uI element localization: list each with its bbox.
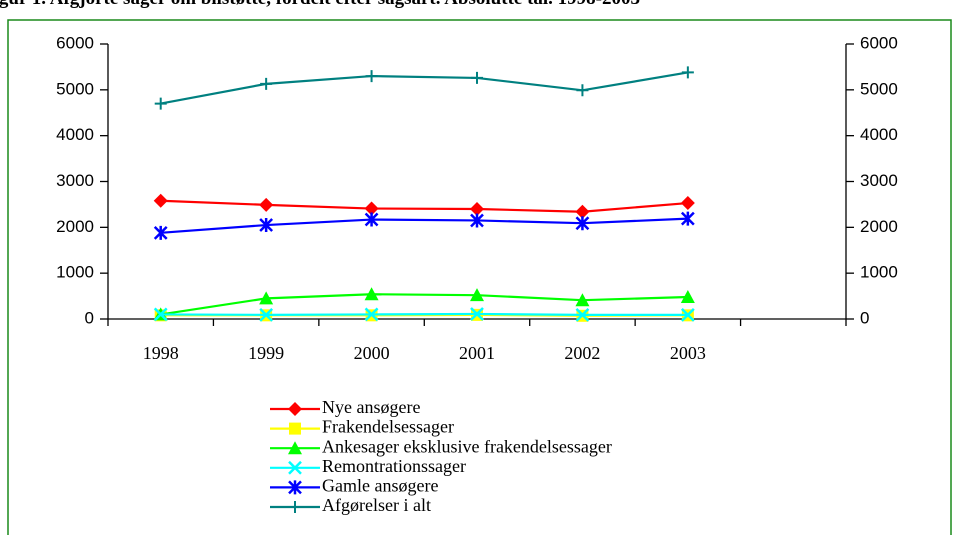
series-line xyxy=(160,293,688,316)
y2-tick-label: 4000 xyxy=(860,125,898,144)
data-point xyxy=(680,307,695,322)
y-tick-label: 2000 xyxy=(56,217,94,236)
data-point xyxy=(681,66,694,79)
data-point xyxy=(364,201,379,216)
chart-title: Figur 1. Afgjorte sager om bilstøtte, fo… xyxy=(0,0,640,9)
data-point xyxy=(575,293,590,307)
y2-tick-label: 3000 xyxy=(860,171,898,190)
y2-tick-label: 2000 xyxy=(860,217,898,236)
x-tick-label: 1998 xyxy=(143,343,179,363)
x-tick-label: 2001 xyxy=(459,343,495,363)
series-line xyxy=(160,217,688,234)
data-point xyxy=(576,84,589,97)
data-point xyxy=(575,216,590,231)
y-tick-label: 5000 xyxy=(56,79,94,98)
data-point xyxy=(470,202,484,216)
legend-label: Frakendelsessager xyxy=(322,417,454,437)
data-point xyxy=(153,307,168,322)
x-tick-label: 1999 xyxy=(248,343,284,363)
legend-marker xyxy=(288,480,302,495)
data-point xyxy=(364,307,379,322)
legend-marker xyxy=(288,402,302,416)
data-point xyxy=(680,196,695,211)
data-point xyxy=(470,288,484,302)
data-point xyxy=(680,211,695,226)
y2-tick-label: 5000 xyxy=(860,79,898,98)
data-point xyxy=(260,77,273,90)
frame xyxy=(7,19,952,535)
legend-label: Ankesager eksklusive frakendelsessager xyxy=(322,436,612,456)
legend-label: Gamle ansøgere xyxy=(322,476,438,496)
series-line xyxy=(160,199,688,213)
data-point xyxy=(575,307,590,322)
data-point xyxy=(154,97,167,110)
legend-marker xyxy=(289,501,301,513)
legend-marker xyxy=(289,422,301,435)
data-point xyxy=(259,218,274,233)
legend-marker xyxy=(288,441,302,455)
data-point xyxy=(364,212,379,227)
series-line xyxy=(160,71,689,105)
x-tick-label: 2003 xyxy=(670,343,706,363)
data-point xyxy=(680,290,695,303)
y-tick-label: 6000 xyxy=(56,33,94,52)
y-tick-label: 1000 xyxy=(56,263,94,282)
series-line xyxy=(160,312,688,316)
data-point xyxy=(153,193,168,208)
data-point xyxy=(575,204,590,219)
y-tick-label: 3000 xyxy=(56,171,94,190)
data-point xyxy=(470,213,484,228)
data-point xyxy=(259,307,274,322)
legend-marker xyxy=(288,460,302,475)
y2-tick-label: 6000 xyxy=(860,33,898,52)
y2-tick-label: 1000 xyxy=(860,263,898,282)
y2-tick-label: 0 xyxy=(860,308,869,327)
data-point xyxy=(259,291,274,305)
legend-label: Afgørelser i alt xyxy=(322,495,431,515)
data-point xyxy=(153,225,168,240)
legend-label: Nye ansøgere xyxy=(322,397,420,417)
data-point xyxy=(259,197,274,212)
y-tick-label: 4000 xyxy=(56,125,94,144)
data-point xyxy=(365,70,378,83)
data-point xyxy=(470,307,484,321)
x-tick-label: 2000 xyxy=(354,343,390,363)
x-tick-label: 2002 xyxy=(564,343,600,363)
data-point xyxy=(364,287,379,301)
data-point xyxy=(471,71,483,84)
y-tick-label: 0 xyxy=(85,308,94,327)
legend-label: Remontrationssager xyxy=(322,456,466,476)
